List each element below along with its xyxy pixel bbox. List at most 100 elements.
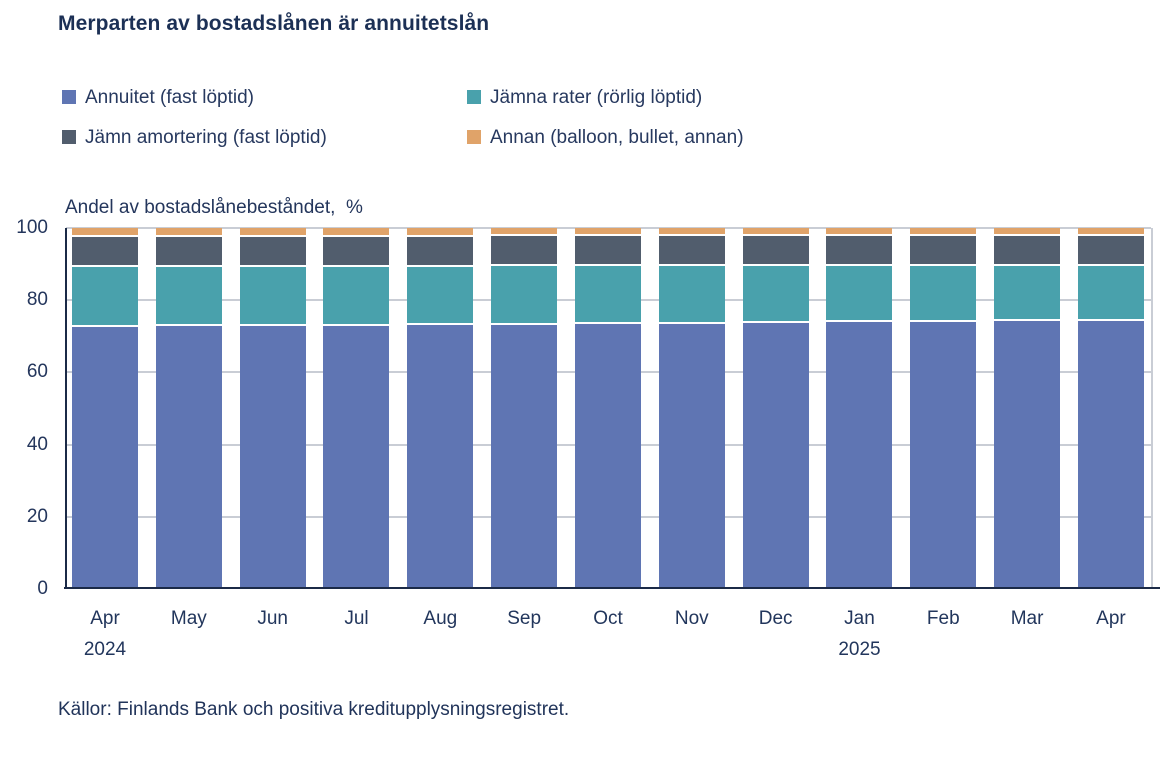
segment-jämn xyxy=(826,234,893,265)
segment-annuitet xyxy=(491,322,558,589)
x-slot: Jul xyxy=(323,607,389,662)
segment-annuitet xyxy=(910,320,977,589)
x-slot: Jun xyxy=(240,607,306,662)
segment-annan xyxy=(491,228,558,235)
segment-jämn xyxy=(239,234,306,265)
legend-label: Jämn amortering (fast löptid) xyxy=(85,127,327,148)
segment-annuitet xyxy=(1077,318,1144,589)
bar-mar-11 xyxy=(994,228,1061,589)
bar-may-1 xyxy=(155,228,222,589)
x-year-label: 2024 xyxy=(83,639,127,660)
source-note: Källor: Finlands Bank och positiva kredi… xyxy=(58,699,570,720)
x-slot: Jan 2025 xyxy=(826,607,892,662)
segment-jämna xyxy=(742,264,809,322)
segment-jämna xyxy=(574,264,641,323)
segment-annan xyxy=(994,228,1061,234)
plot-area xyxy=(66,227,1151,589)
x-tick-label: Jul xyxy=(344,608,369,629)
x-tick-label: Aug xyxy=(423,608,458,629)
segment-jämna xyxy=(407,264,474,324)
bar-dec-8 xyxy=(742,228,809,589)
segment-annuitet xyxy=(155,324,222,589)
bar-apr-12 xyxy=(1077,228,1144,589)
segment-jämna xyxy=(72,264,138,325)
segment-jämn xyxy=(407,234,474,265)
segment-jämna xyxy=(658,264,725,322)
legend-label: Annan (balloon, bullet, annan) xyxy=(490,127,744,148)
legend-item: Annuitet (fast löptid) xyxy=(62,86,467,112)
segment-annuitet xyxy=(826,320,893,589)
x-slot: Dec xyxy=(743,607,809,662)
x-slot: Apr 2024 xyxy=(72,607,138,662)
x-tick-label: May xyxy=(170,608,207,629)
segment-jämna xyxy=(155,264,222,325)
segment-jämn xyxy=(155,234,222,265)
segment-annuitet xyxy=(994,319,1061,589)
segment-annan xyxy=(155,228,222,235)
segment-jämna xyxy=(910,264,977,321)
segment-annuitet xyxy=(658,321,725,589)
axis-title: Andel av bostadslånebeståndet, % xyxy=(65,197,363,218)
segment-annan xyxy=(239,228,306,235)
y-axis: 0 20 40 60 80 100 xyxy=(0,217,48,599)
y-tick-label: 60 xyxy=(26,361,48,383)
bar-feb-10 xyxy=(910,228,977,589)
bar-oct-6 xyxy=(574,228,641,589)
bar-jul-3 xyxy=(323,228,390,589)
legend-swatch xyxy=(62,130,76,144)
x-labels: Apr 2024 May Jun Jul Aug Sep Oct Nov Dec Jan 2025 Fe… xyxy=(66,607,1151,662)
legend-label: Annuitet (fast löptid) xyxy=(85,87,254,108)
x-slot: Oct xyxy=(575,607,641,662)
segment-jämn xyxy=(994,233,1061,265)
segment-jämn xyxy=(1077,233,1144,265)
segment-annan xyxy=(658,228,725,235)
segment-jämn xyxy=(658,234,725,265)
segment-annan xyxy=(742,228,809,235)
bar-sep-5 xyxy=(491,228,558,589)
segment-annuitet xyxy=(323,323,390,589)
chart-title: Merparten av bostadslånen är annuitetslå… xyxy=(58,12,490,35)
y-tick-label: 100 xyxy=(16,217,48,238)
x-tick-label: Nov xyxy=(674,608,709,629)
segment-annuitet xyxy=(72,324,138,589)
legend-item: Annan (balloon, bullet, annan) xyxy=(467,126,744,152)
segment-annan xyxy=(323,228,390,235)
plot-right-border xyxy=(1151,228,1153,589)
y-tick-label: 20 xyxy=(26,505,48,527)
y-tick-label: 0 xyxy=(37,578,48,599)
x-tick-label: Apr xyxy=(90,608,120,629)
segment-annan xyxy=(407,228,474,235)
segment-jämna xyxy=(1077,264,1144,319)
segment-jämna xyxy=(994,264,1061,320)
legend-label: Jämna rater (rörlig löptid) xyxy=(490,87,703,108)
x-tick-label: Sep xyxy=(507,608,542,629)
bar-jun-2 xyxy=(239,228,306,589)
segment-jämn xyxy=(910,234,977,265)
segment-jämna xyxy=(826,264,893,321)
segment-annan xyxy=(910,228,977,235)
segment-annuitet xyxy=(574,322,641,589)
x-tick-label: Jan xyxy=(844,608,875,629)
segment-annan xyxy=(1077,228,1144,234)
segment-annan xyxy=(826,228,893,235)
legend-swatch xyxy=(467,90,481,104)
segment-jämn xyxy=(72,234,138,265)
y-axis-line xyxy=(65,228,67,589)
legend-item: Jämn amortering (fast löptid) xyxy=(62,126,467,152)
segment-jämna xyxy=(239,264,306,325)
bar-jan-9 xyxy=(826,228,893,589)
x-tick-label: Oct xyxy=(593,608,623,629)
segment-jämn xyxy=(323,234,390,265)
legend-item: Jämna rater (rörlig löptid) xyxy=(467,86,744,112)
x-tick-label: Apr xyxy=(1096,608,1126,629)
segment-jämn xyxy=(742,234,809,265)
x-tick-label: Mar xyxy=(1010,608,1044,629)
bar-aug-4 xyxy=(407,228,474,589)
legend-swatch xyxy=(62,90,76,104)
segment-jämna xyxy=(323,264,390,324)
x-slot: Aug xyxy=(407,607,473,662)
segment-annuitet xyxy=(239,324,306,589)
x-slot: Mar xyxy=(994,607,1060,662)
segment-jämn xyxy=(491,234,558,265)
